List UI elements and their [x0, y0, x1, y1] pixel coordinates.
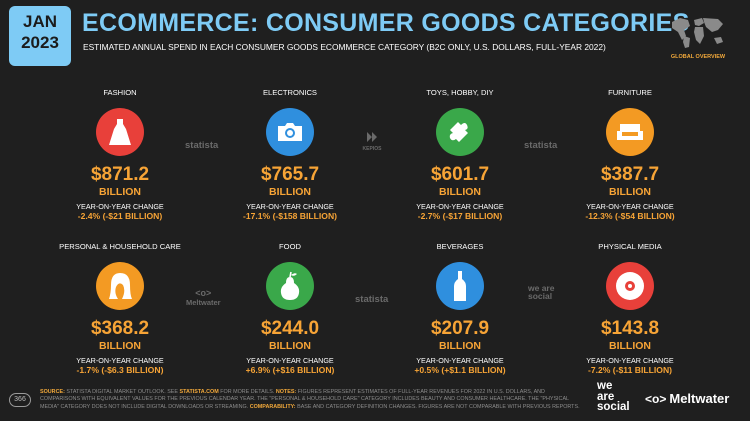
category-unit: BILLION: [439, 186, 481, 198]
category-change: -7.2% (-$11 BILLION): [587, 365, 673, 375]
kepios-watermark: KEPIOS: [360, 130, 384, 152]
page-number: 366: [9, 393, 31, 407]
page-title: ECOMMERCE: CONSUMER GOODS CATEGORIES: [82, 9, 690, 37]
category-value: $871.2: [90, 164, 150, 185]
meltwater-logo-text: Meltwater: [669, 391, 730, 406]
meltwater-symbol-icon: <o>: [645, 391, 667, 406]
wearesocial-watermark: we are social: [528, 283, 555, 301]
category-name: BEVERAGES: [436, 242, 484, 251]
puzzle-icon: [436, 108, 484, 156]
statista-watermark: statista: [355, 294, 389, 305]
source-text-2: FOR MORE DETAILS.: [220, 389, 275, 395]
category-unit: BILLION: [99, 186, 141, 198]
category-unit: BILLION: [609, 340, 651, 352]
category-name: TOYS, HOBBY, DIY: [426, 88, 494, 97]
category-value: $387.7: [600, 164, 660, 185]
category-unit: BILLION: [609, 186, 651, 198]
change-label: YEAR-ON-YEAR CHANGE: [416, 202, 504, 211]
category-tile-physical-media: PHYSICAL MEDIA $143.8 BILLION YEAR-ON-YE…: [550, 242, 710, 376]
category-name: FASHION: [103, 88, 137, 97]
bottle-icon: [436, 262, 484, 310]
notes-label: NOTES:: [275, 389, 297, 395]
kepios-logo-icon: [367, 132, 377, 142]
category-tile-furniture: FURNITURE $387.7 BILLION YEAR-ON-YEAR CH…: [550, 88, 710, 222]
change-label: YEAR-ON-YEAR CHANGE: [586, 202, 674, 211]
world-map-icon: [672, 18, 723, 48]
logo-line-are: are: [597, 390, 615, 403]
category-name: FOOD: [279, 242, 301, 251]
pear-icon: [266, 262, 314, 310]
change-label: YEAR-ON-YEAR CHANGE: [76, 202, 164, 211]
date-year: 2023: [21, 33, 59, 52]
category-change: +6.9% (+$16 BILLION): [245, 365, 335, 375]
footer-notes: SOURCE: STATISTA DIGITAL MARKET OUTLOOK.…: [40, 389, 585, 411]
category-name: FURNITURE: [608, 88, 652, 97]
category-tile-fashion: FASHION $871.2 BILLION YEAR-ON-YEAR CHAN…: [40, 88, 200, 222]
statista-watermark: statista: [524, 140, 558, 151]
change-label: YEAR-ON-YEAR CHANGE: [246, 202, 334, 211]
category-unit: BILLION: [439, 340, 481, 352]
sofa-icon: [606, 108, 654, 156]
dress-icon: [96, 108, 144, 156]
meltwater-symbol-icon: <o>: [195, 288, 212, 298]
category-unit: BILLION: [99, 340, 141, 352]
category-change: -1.7% (-$6.3 BILLION): [76, 365, 164, 375]
meltwater-label: Meltwater: [186, 298, 221, 307]
category-change: -17.1% (-$158 BILLION): [242, 211, 338, 221]
category-tile-beverages: BEVERAGES $207.9 BILLION YEAR-ON-YEAR CH…: [380, 242, 540, 376]
meltwater-logo: <o> Meltwater: [645, 391, 729, 406]
category-value: $765.7: [260, 164, 320, 185]
category-change: -2.7% (-$17 BILLION): [417, 211, 503, 221]
logo-line-social: social: [597, 401, 630, 413]
comparability-label: COMPARABILITY:: [249, 403, 296, 410]
kepios-label: KEPIOS: [362, 146, 382, 152]
change-label: YEAR-ON-YEAR CHANGE: [76, 356, 164, 365]
category-value: $368.2: [90, 318, 150, 339]
category-name: ELECTRONICS: [262, 88, 317, 97]
source-text: STATISTA DIGITAL MARKET OUTLOOK. SEE: [66, 389, 178, 395]
disc-icon: [606, 262, 654, 310]
category-value: $244.0: [260, 318, 320, 339]
category-tile-personal-household-care: PERSONAL & HOUSEHOLD CARE $368.2 BILLION…: [40, 242, 200, 376]
category-name: PHYSICAL MEDIA: [598, 242, 662, 251]
date-month: JAN: [22, 12, 57, 31]
category-tile-food: FOOD $244.0 BILLION YEAR-ON-YEAR CHANGE …: [210, 242, 370, 376]
category-value: $207.9: [430, 318, 490, 339]
logo-line-we: we: [597, 380, 613, 392]
category-change: -12.3% (-$54 BILLION): [585, 211, 675, 221]
category-value: $143.8: [600, 318, 660, 339]
date-badge: JAN 2023: [9, 6, 71, 66]
hair-care-icon: [96, 262, 144, 310]
category-change: +0.5% (+$1.1 BILLION): [414, 365, 506, 375]
statista-watermark: statista: [185, 140, 219, 151]
category-tile-electronics: ELECTRONICS $765.7 BILLION YEAR-ON-YEAR …: [210, 88, 370, 222]
map-label: GLOBAL OVERVIEW: [670, 54, 726, 60]
category-value: $601.7: [430, 164, 490, 185]
category-unit: BILLION: [269, 340, 311, 352]
meltwater-watermark: <o> Meltwater: [186, 288, 221, 307]
notes-text: FIGURES REPRESENT ESTIMATES OF FULL-YEAR…: [40, 389, 569, 410]
source-link[interactable]: STATISTA.COM: [179, 389, 219, 395]
category-name: PERSONAL & HOUSEHOLD CARE: [59, 242, 181, 251]
we-are-social-logo: we are social: [597, 381, 630, 413]
comparability-text: BASE AND CATEGORY DEFINITION CHANGES. FI…: [297, 403, 580, 410]
page-subtitle: ESTIMATED ANNUAL SPEND IN EACH CONSUMER …: [83, 42, 606, 52]
change-label: YEAR-ON-YEAR CHANGE: [416, 356, 504, 365]
category-unit: BILLION: [269, 186, 311, 198]
category-tile-toys-hobby-diy: TOYS, HOBBY, DIY $601.7 BILLION YEAR-ON-…: [380, 88, 540, 222]
source-label: SOURCE:: [40, 389, 65, 395]
change-label: YEAR-ON-YEAR CHANGE: [246, 356, 334, 365]
camera-icon: [266, 108, 314, 156]
category-change: -2.4% (-$21 BILLION): [77, 211, 163, 221]
change-label: YEAR-ON-YEAR CHANGE: [586, 356, 674, 365]
